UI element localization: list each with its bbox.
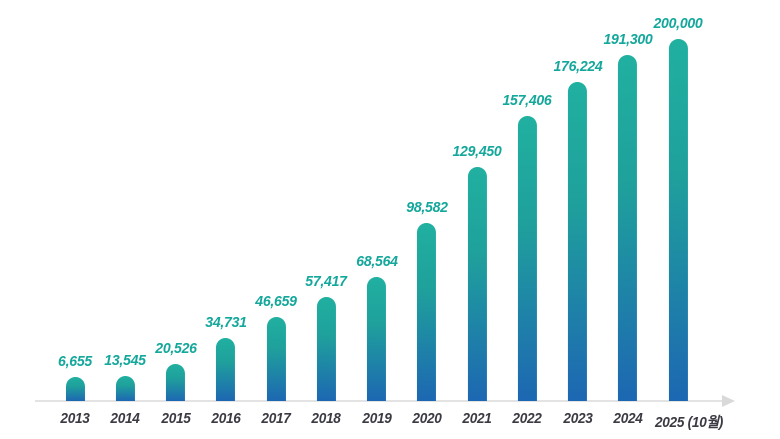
bar bbox=[467, 167, 487, 401]
x-axis-line bbox=[35, 400, 723, 402]
bar-column-2019: 68,564 bbox=[354, 253, 398, 401]
bar bbox=[417, 223, 437, 401]
x-axis-label-2022: 2022 bbox=[512, 411, 542, 427]
bar-value-label: 157,406 bbox=[502, 92, 552, 109]
bar-value-label: 6,655 bbox=[58, 353, 92, 370]
bar-value-label: 57,417 bbox=[305, 273, 348, 290]
x-axis-label-2014: 2014 bbox=[110, 411, 140, 427]
bar bbox=[65, 377, 85, 401]
bar-column-2022: 157,406 bbox=[501, 92, 553, 401]
bar-value-label: 13,545 bbox=[104, 352, 147, 369]
x-axis-label-2013: 2013 bbox=[60, 411, 90, 427]
x-axis-label-2024: 2024 bbox=[613, 411, 643, 427]
bar-value-label: 34,731 bbox=[205, 314, 247, 331]
x-axis-arrow-icon bbox=[722, 395, 735, 407]
bar-value-label: 191,300 bbox=[603, 31, 653, 48]
bar bbox=[668, 39, 688, 401]
bar-column-2018: 57,417 bbox=[304, 273, 348, 401]
bar bbox=[367, 277, 386, 401]
bar bbox=[618, 55, 638, 401]
x-axis-label-2017: 2017 bbox=[261, 411, 291, 427]
bar bbox=[115, 376, 135, 401]
x-axis-label-2019: 2019 bbox=[361, 411, 392, 427]
bar bbox=[568, 82, 587, 401]
x-axis-label-2021: 2021 bbox=[462, 411, 492, 427]
bar-column-2014: 13,545 bbox=[103, 352, 147, 401]
bar-column-2016: 34,731 bbox=[204, 314, 248, 401]
x-axis-label-2020: 2020 bbox=[412, 411, 442, 427]
x-axis-label-2016: 2016 bbox=[211, 411, 241, 427]
bar bbox=[517, 116, 537, 401]
bar-value-label: 98,582 bbox=[406, 199, 448, 216]
bar-column-2021: 129,450 bbox=[451, 143, 503, 401]
bar-value-label: 176,224 bbox=[553, 58, 602, 75]
bar-value-label: 46,659 bbox=[255, 293, 297, 310]
bar-column-2015: 20,526 bbox=[153, 340, 197, 401]
bar-column-2023: 176,224 bbox=[551, 58, 603, 401]
bar-column-2013: 6,655 bbox=[57, 353, 93, 401]
x-axis-label-2015: 2015 bbox=[160, 411, 191, 427]
x-axis-label-2023: 2023 bbox=[562, 411, 593, 427]
bar-column-2024: 191,300 bbox=[602, 31, 654, 401]
bar-column-2020: 98,582 bbox=[405, 199, 449, 401]
bar-column-2025: 200,000 bbox=[652, 15, 704, 401]
bar bbox=[216, 338, 236, 401]
bar-value-label: 20,526 bbox=[154, 340, 197, 357]
x-axis-label-2025: 2025 (10월) bbox=[654, 415, 724, 431]
bar-value-label: 68,564 bbox=[355, 253, 398, 270]
bar bbox=[316, 297, 336, 401]
bar bbox=[166, 364, 185, 401]
bar bbox=[266, 317, 286, 401]
bar-column-2017: 46,659 bbox=[254, 293, 298, 401]
bar-value-label: 129,450 bbox=[452, 143, 502, 160]
x-axis-label-2018: 2018 bbox=[311, 411, 341, 427]
bar-value-label: 200,000 bbox=[653, 15, 703, 32]
